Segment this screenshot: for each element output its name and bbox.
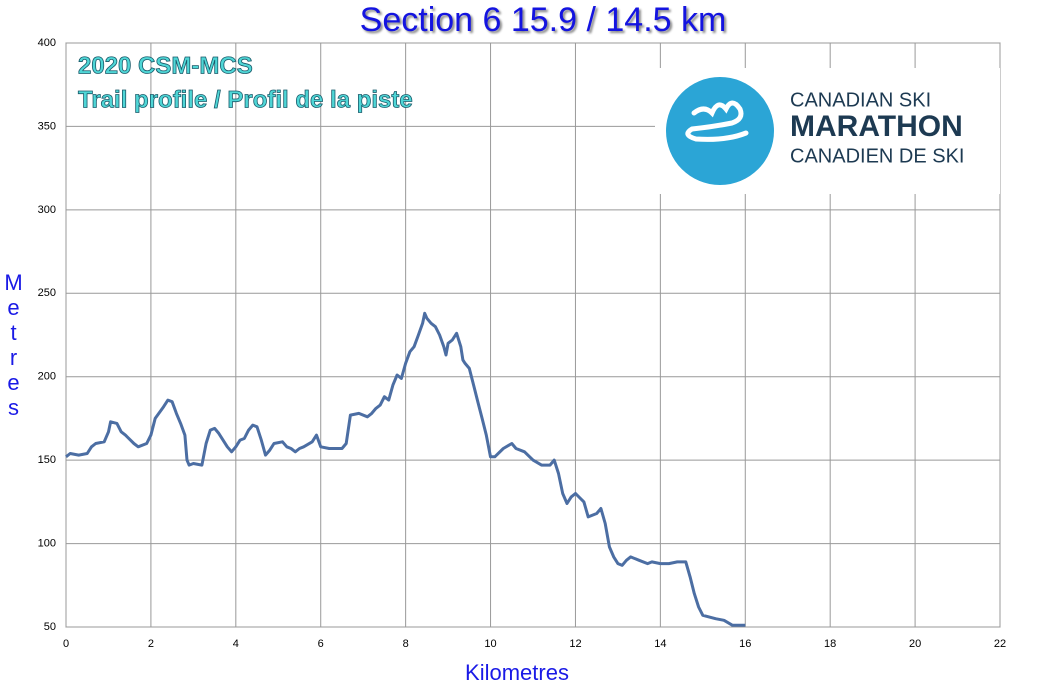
y-tick-label: 200 xyxy=(38,371,56,383)
x-tick-label: 6 xyxy=(318,638,324,650)
y-tick-label: 400 xyxy=(38,37,56,49)
y-axis-label: Metres xyxy=(1,270,26,420)
profile-line xyxy=(65,311,746,627)
x-tick-label: 10 xyxy=(484,638,496,650)
logo-icon xyxy=(685,100,749,142)
logo-text: CANADIEN DE SKI xyxy=(790,145,964,167)
y-tick-label: 50 xyxy=(44,621,56,633)
logo-circle xyxy=(666,77,774,185)
x-tick-label: 0 xyxy=(63,638,69,650)
x-tick-label: 22 xyxy=(994,638,1006,650)
y-tick-label: 300 xyxy=(38,204,56,216)
x-tick-label: 4 xyxy=(233,638,239,650)
y-tick-label: 150 xyxy=(38,454,56,466)
chart-title: Section 6 15.9 / 14.5 km xyxy=(360,1,727,39)
x-tick-label: 16 xyxy=(739,638,751,650)
x-tick-label: 18 xyxy=(824,638,836,650)
x-tick-label: 12 xyxy=(569,638,581,650)
x-tick-label: 20 xyxy=(909,638,921,650)
logo-text: MARATHON xyxy=(790,110,963,143)
annotation: 2020 CSM-MCS xyxy=(78,52,253,79)
annotation: Trail profile / Profil de la piste xyxy=(78,86,413,113)
x-tick-label: 8 xyxy=(403,638,409,650)
logo-text: CANADIAN SKI xyxy=(790,89,931,111)
x-axis-label: Kilometres xyxy=(465,660,569,685)
x-tick-label: 2 xyxy=(148,638,154,650)
y-tick-label: 350 xyxy=(38,120,56,132)
y-tick-label: 250 xyxy=(38,287,56,299)
y-tick-label: 100 xyxy=(38,537,56,549)
x-tick-label: 14 xyxy=(654,638,666,650)
